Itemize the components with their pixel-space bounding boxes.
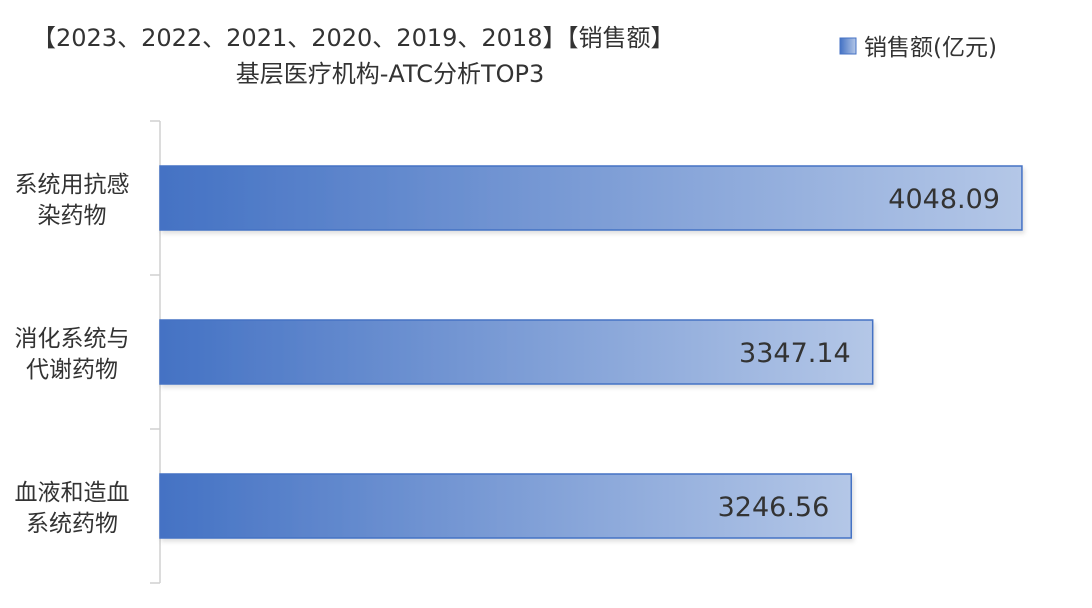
category-label-line: 系统药物 [26,511,118,537]
bar [159,165,1023,231]
legend-label: 销售额(亿元) [864,35,997,61]
category-label: 血液和造血系统药物 [15,480,130,537]
bar [159,473,853,539]
bars: 4048.09 系统用抗感染药物 3347.14 消化系统与代谢药物 3246.56 血液… [15,165,1023,539]
chart-title-line-1: 【2023、2022、2021、2020、2019、2018】【销售额】 [32,24,674,52]
category-label-line: 消化系统与 [15,326,130,352]
category-label-line: 血液和造血 [15,480,130,506]
legend: 销售额(亿元) [839,35,997,61]
bar [159,319,874,385]
category-label: 消化系统与代谢药物 [15,326,130,383]
category-label: 系统用抗感染药物 [15,172,130,229]
legend-swatch [839,37,857,55]
category-axis [150,120,161,584]
category-label-line: 代谢药物 [26,357,118,383]
category-label-line: 系统用抗感 [15,172,130,198]
value-label: 3246.56 [718,492,830,523]
value-label: 3347.14 [739,338,851,369]
category-label-line: 染药物 [38,203,107,229]
value-label: 4048.09 [888,184,1000,215]
chart-title-line-2: 基层医疗机构-ATC分析TOP3 [236,60,545,88]
